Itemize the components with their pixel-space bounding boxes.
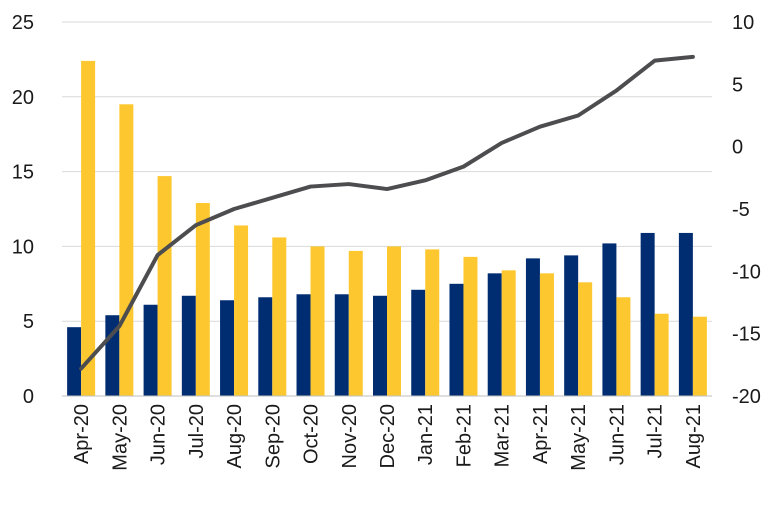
bar-series2-Jun-20 xyxy=(157,176,172,396)
bar-series2-Apr-20 xyxy=(81,60,96,397)
bar-series2-Jan-21 xyxy=(425,249,440,396)
left-tick-label: 5 xyxy=(23,311,34,333)
bar-series2-Jul-20 xyxy=(195,203,210,396)
right-tick-label: 0 xyxy=(732,137,743,159)
bar-series2-Aug-20 xyxy=(234,225,249,396)
category-label: Jul-20 xyxy=(186,404,208,458)
category-label: Nov-20 xyxy=(339,404,361,468)
bar-series2-Dec-20 xyxy=(387,246,401,396)
left-tick-label: 0 xyxy=(23,386,34,408)
line-point-Jun-21 xyxy=(615,90,617,92)
bar-series2-Apr-21 xyxy=(539,273,554,396)
line-point-Jun-20 xyxy=(157,254,159,256)
right-axis: -20 -15 -10 -5 0 5 10 xyxy=(732,12,761,408)
bar-series2-Aug-21 xyxy=(692,316,707,396)
bar-series1-Dec-20 xyxy=(373,295,387,396)
bar-series1-May-21 xyxy=(564,255,579,396)
bar-series1-Apr-21 xyxy=(525,258,540,396)
left-axis: 0 5 10 15 20 25 xyxy=(12,12,34,408)
line-point-Aug-21 xyxy=(692,56,694,58)
left-tick-label: 20 xyxy=(12,87,34,109)
bar-series2-May-21 xyxy=(578,282,593,396)
bar-series2-Sep-20 xyxy=(272,237,287,396)
right-tick-label: -20 xyxy=(732,386,761,408)
line-point-Sep-20 xyxy=(271,197,273,199)
bar-series1-Oct-20 xyxy=(296,294,311,396)
category-label: Apr-20 xyxy=(71,404,93,464)
bar-series2-Mar-21 xyxy=(501,270,516,396)
line-point-Apr-21 xyxy=(539,126,541,128)
category-label: May-21 xyxy=(568,404,590,471)
bar-series1-Jun-21 xyxy=(602,243,617,396)
bar-series1-Aug-20 xyxy=(220,300,235,396)
bar-series1-Jul-21 xyxy=(640,232,655,396)
line-point-Jul-21 xyxy=(654,60,656,62)
left-tick-label: 25 xyxy=(12,12,34,34)
category-label: Jun-21 xyxy=(606,404,628,465)
bar-series1-Jun-20 xyxy=(143,304,158,396)
right-tick-label: -10 xyxy=(732,261,761,283)
bar-series1-Nov-20 xyxy=(334,294,349,396)
x-axis: Apr-20 May-20 Jun-20 Jul-20 Aug-20 Sep-20 Oct-… xyxy=(62,395,712,471)
line-point-May-20 xyxy=(118,325,120,327)
bar-series1-Aug-21 xyxy=(678,232,693,396)
bars xyxy=(67,60,707,397)
bar-series1-Mar-21 xyxy=(487,273,502,396)
line-point-Nov-20 xyxy=(348,183,350,185)
left-tick-label: 10 xyxy=(12,236,34,258)
category-label: Oct-20 xyxy=(301,404,323,464)
line-series xyxy=(79,54,695,371)
line-point-May-21 xyxy=(577,115,579,116)
right-tick-label: 5 xyxy=(732,74,743,96)
category-label: Apr-21 xyxy=(530,404,552,464)
bar-series1-Feb-21 xyxy=(449,283,464,396)
category-label: Aug-21 xyxy=(683,404,705,469)
category-label: Feb-21 xyxy=(453,404,475,467)
category-label: Jul-21 xyxy=(645,404,667,458)
bar-series2-Nov-20 xyxy=(348,250,363,396)
category-label: May-20 xyxy=(109,404,131,471)
line-point-Dec-20 xyxy=(386,188,388,190)
right-tick-label: 10 xyxy=(732,12,754,34)
category-label: Jun-20 xyxy=(148,404,170,465)
line-point-Oct-20 xyxy=(310,186,312,188)
bar-series1-Jul-20 xyxy=(181,295,196,396)
category-label: Jan-21 xyxy=(415,404,437,465)
bar-series2-May-20 xyxy=(119,104,134,396)
bar-series1-Apr-20 xyxy=(67,327,82,396)
bar-series2-Jul-21 xyxy=(654,313,669,396)
bar-series2-Jun-21 xyxy=(616,297,631,396)
right-tick-label: -15 xyxy=(732,324,761,346)
line-point-Mar-21 xyxy=(501,142,503,144)
bar-series1-Jan-21 xyxy=(411,289,426,396)
left-tick-label: 15 xyxy=(12,162,34,184)
line-point-Apr-20 xyxy=(80,368,82,370)
line-point-Feb-21 xyxy=(462,166,464,168)
category-label: Mar-21 xyxy=(492,404,514,467)
line-point-Jan-21 xyxy=(424,179,426,181)
bar-series1-Sep-20 xyxy=(258,297,273,396)
category-label: Sep-20 xyxy=(262,404,284,469)
right-tick-label: -5 xyxy=(732,199,750,221)
line-point-Aug-20 xyxy=(233,208,235,210)
bar-series2-Oct-20 xyxy=(310,246,325,396)
category-label: Aug-20 xyxy=(224,404,246,469)
bar-series2-Feb-21 xyxy=(463,256,478,396)
line-point-Jul-20 xyxy=(195,224,197,226)
category-label: Dec-20 xyxy=(377,404,399,468)
